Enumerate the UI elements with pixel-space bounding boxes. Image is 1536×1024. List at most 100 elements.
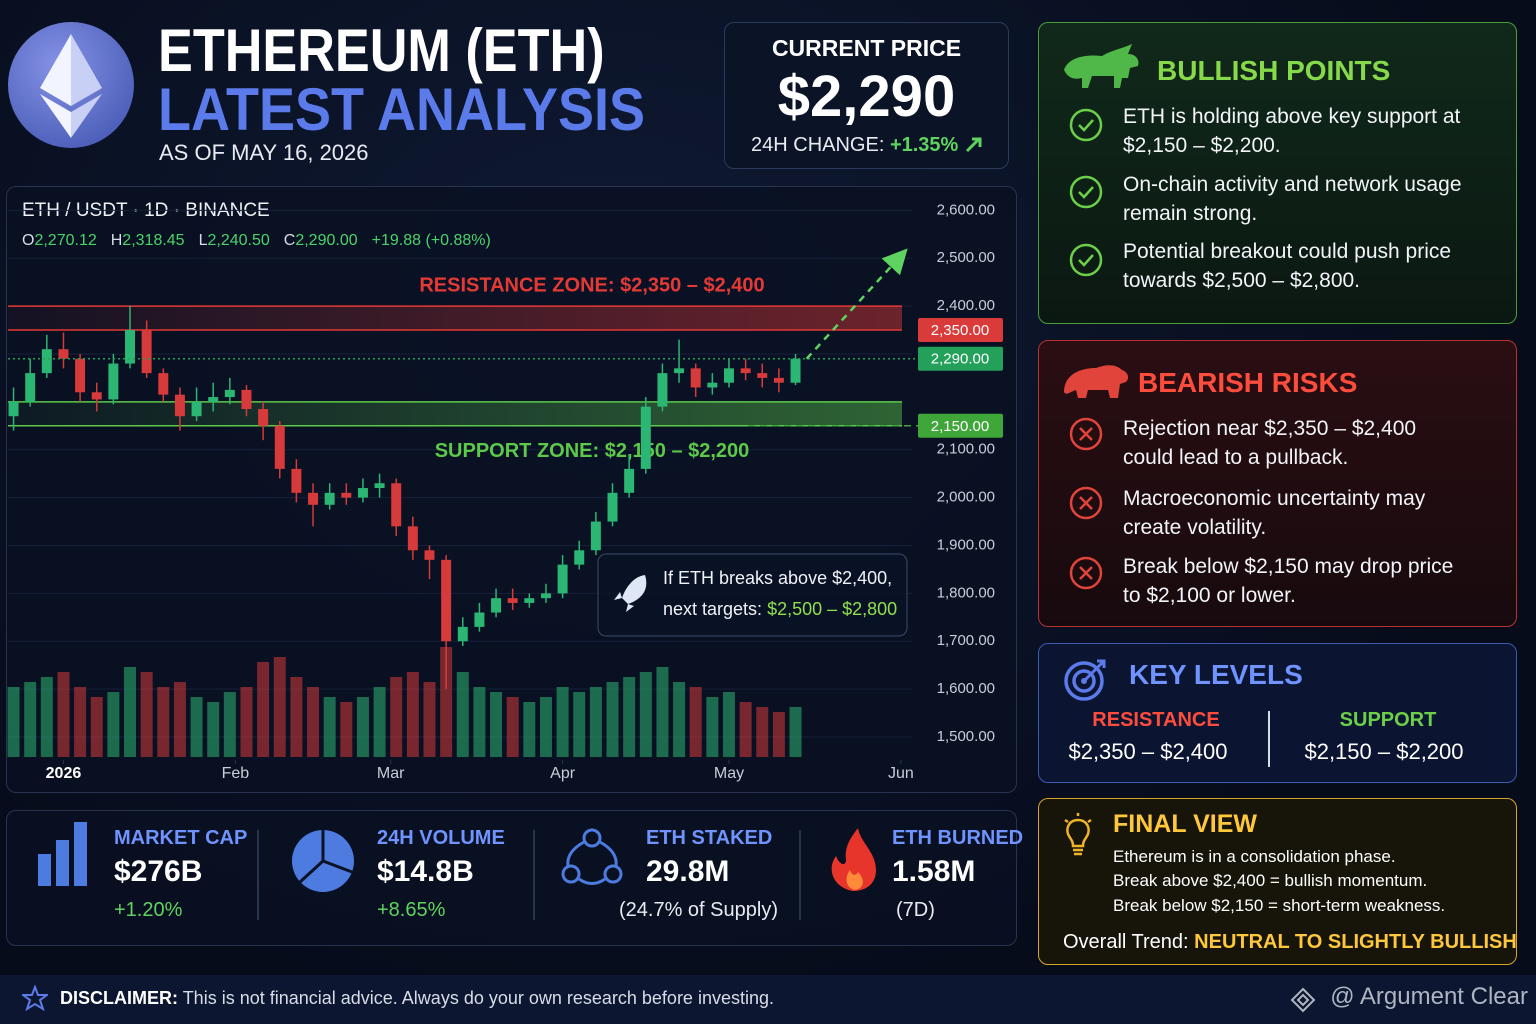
candle-body <box>125 330 136 364</box>
volume-bar <box>323 697 336 757</box>
target-icon <box>1064 659 1106 701</box>
volume-bar <box>573 692 586 757</box>
y-tick-label: 1,900.00 <box>937 536 995 553</box>
y-tick-label: 2,600.00 <box>937 201 995 218</box>
volume-bar <box>406 672 419 757</box>
resistance-value: $2,350 – $2,400 <box>1068 739 1228 764</box>
bearish-item: Macroeconomic uncertainty may create vol… <box>1123 487 1426 539</box>
price-label: CURRENT PRICE <box>771 35 962 61</box>
volume-bar <box>539 697 552 757</box>
ohlc-value: 2,240.50 <box>207 232 269 249</box>
callout-text: next targets: <box>663 599 762 619</box>
callout-line: If ETH breaks above $2,400, <box>663 568 892 588</box>
disclaimer-label: DISCLAIMER: <box>60 988 178 1008</box>
candle-body <box>707 382 718 388</box>
candle-body <box>773 377 784 383</box>
candle-body <box>108 363 119 400</box>
volume-bar <box>706 697 719 757</box>
candle-body <box>141 330 152 374</box>
candle-body <box>474 612 485 627</box>
ohlc-legend: O2,270.12 H2,318.45 L2,240.50 C2,290.00 +19.… <box>22 232 491 249</box>
stat-icons <box>38 822 876 920</box>
candle-body <box>274 425 285 469</box>
chart: ETH / USDT · 1D · BINANCE O2,270.12 H2,31… <box>7 200 1003 782</box>
stat-label: ETH STAKED <box>646 827 773 849</box>
volume-bar <box>140 672 153 757</box>
x-tick-label: Feb <box>222 765 250 782</box>
volume-bar <box>7 687 20 757</box>
price-card: CURRENT PRICE $2,290 24H CHANGE: +1.35% <box>724 22 1009 169</box>
volume-bar <box>506 697 519 757</box>
callout-line: next targets: $2,500 – $2,800 <box>663 599 897 619</box>
y-tick-label: 1,800.00 <box>937 584 995 601</box>
x-icons <box>1069 417 1103 590</box>
ohlc-key: C <box>284 232 296 249</box>
volume-bar <box>673 682 686 757</box>
volume-bar <box>473 687 486 757</box>
candle-body <box>540 593 551 599</box>
x-tick-label: 2026 <box>46 765 82 782</box>
candle-body <box>258 409 269 426</box>
candle-body <box>407 526 418 551</box>
final-view-line: Break below $2,150 = short-term weakness… <box>1113 896 1446 915</box>
candle-body <box>75 358 86 393</box>
candle-body <box>624 468 635 493</box>
bullish-item: Potential breakout could push price towa… <box>1123 240 1452 292</box>
volume-bar <box>240 687 253 757</box>
candle-body <box>324 492 335 505</box>
resistance-label: RESISTANCE <box>1092 709 1220 731</box>
candle-body <box>690 368 701 388</box>
volume-bar <box>523 702 536 757</box>
candle-body <box>91 392 102 400</box>
x-tick-label: Mar <box>377 765 405 782</box>
ohlc-value: 2,270.12 <box>34 232 96 249</box>
volume-bar <box>490 692 503 757</box>
ohlc-key: H <box>111 232 123 249</box>
disclaimer-text: This is not financial advice. Always do … <box>182 988 774 1008</box>
candle-body <box>524 598 535 603</box>
stat-note: +1.20% <box>114 899 183 921</box>
up-arrow-icon <box>965 137 982 153</box>
candle-body <box>457 626 468 642</box>
zone-label: SUPPORT ZONE: $2,150 – $2,200 <box>435 440 750 462</box>
candle-body <box>41 349 52 374</box>
subtitle: LATEST ANALYSIS <box>158 76 646 143</box>
volume-bar <box>107 692 120 757</box>
volume-bar <box>40 677 53 757</box>
candle-body <box>424 550 435 560</box>
candle-body <box>8 401 19 417</box>
stat-note: (7D) <box>896 899 935 921</box>
candle-body <box>391 483 402 527</box>
stat-note: (24.7% of Supply) <box>619 899 778 921</box>
zone-band <box>8 306 902 331</box>
volume-bar <box>157 687 170 757</box>
candle-body <box>357 488 368 498</box>
callout-target: $2,500 – $2,800 <box>767 599 897 619</box>
disclaimer-bar <box>0 975 1536 1024</box>
candle-body <box>241 389 252 410</box>
volume-bar <box>223 692 236 757</box>
change-value: +1.35% <box>889 134 959 156</box>
volume-bar <box>440 647 453 757</box>
candle-body <box>174 394 185 417</box>
y-tick-label: 2,400.00 <box>937 297 995 314</box>
watermark-icon <box>1290 987 1316 1013</box>
volume-bar <box>290 677 303 757</box>
lightbulb-icon <box>1064 813 1092 856</box>
watermark: @ Argument Clear <box>1330 983 1528 1010</box>
volume-bar <box>556 687 569 757</box>
bearish-item: Rejection near $2,350 – $2,400 could lea… <box>1123 417 1417 469</box>
volume-bar <box>423 682 436 757</box>
bullish-item: ETH is holding above key support at $2,1… <box>1123 105 1461 157</box>
y-tick-label: 2,500.00 <box>937 249 995 266</box>
price-tag-label: 2,150.00 <box>931 418 989 435</box>
ohlc-key: L <box>199 232 208 249</box>
volume-bar <box>789 707 802 757</box>
y-tick-label: 2,000.00 <box>937 489 995 506</box>
volume-bar <box>90 697 103 757</box>
bullish-title: BULLISH POINTS <box>1157 55 1391 86</box>
candle-body <box>790 358 801 383</box>
volume-bar <box>74 687 87 757</box>
key-levels-title: KEY LEVELS <box>1129 659 1303 690</box>
price-tag <box>918 413 1003 438</box>
